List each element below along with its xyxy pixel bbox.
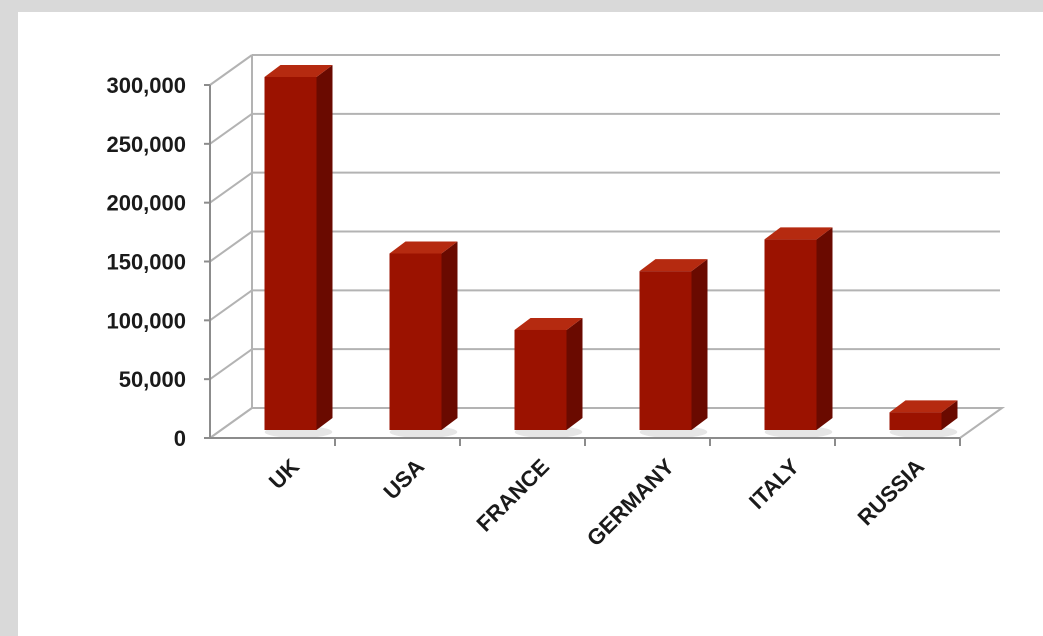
x-tick-label: FRANCE (472, 454, 554, 536)
bar-top (264, 65, 333, 77)
x-tick-label: RUSSIA (853, 454, 930, 531)
y-tick-label: 300,000 (106, 73, 186, 98)
y-tick-label: 200,000 (106, 191, 186, 216)
y-tick-label: 100,000 (106, 308, 186, 333)
bar-front (639, 271, 692, 430)
bar-russia (889, 400, 958, 438)
gridline-depth (209, 54, 253, 86)
grid-layer (209, 54, 1000, 439)
x-tick-label: ITALY (744, 454, 804, 514)
y-tick-label: 150,000 (106, 250, 186, 275)
bar-side (441, 241, 458, 430)
bar-usa (389, 241, 458, 438)
bar-side (316, 65, 333, 430)
bar-side (566, 317, 583, 430)
x-tick-label: USA (379, 454, 430, 505)
bar-front (764, 239, 817, 430)
y-axis: 0 50,000 100,000 150,000 200,000 250,000 300,0… (106, 73, 211, 451)
gridline-depth (209, 230, 253, 263)
y-tick-label: 250,000 (106, 132, 186, 157)
bar-side (816, 227, 833, 430)
bar-top (764, 227, 833, 240)
bar-front (514, 329, 567, 430)
bar-front (389, 253, 442, 430)
gridline-depth (209, 113, 253, 145)
bar-top (639, 259, 708, 272)
x-tick-label: GERMANY (582, 454, 679, 551)
bar-italy (764, 227, 833, 438)
x-tick-label: UK (264, 454, 304, 494)
gridline-depth (209, 171, 253, 204)
bars-layer (264, 65, 958, 438)
bar-top (889, 400, 958, 413)
y-tick-label: 0 (174, 426, 186, 451)
bar-side (691, 259, 708, 430)
bar-top (389, 241, 458, 254)
bar-uk (264, 65, 333, 438)
bar-front (264, 77, 317, 430)
y-tick-label: 50,000 (119, 367, 186, 392)
bar-france (514, 317, 583, 438)
bar-side (941, 400, 958, 430)
gridline-depth (209, 289, 253, 322)
bar-top (514, 317, 583, 330)
x-axis: UK USA FRANCE GERMANY ITALY RUSSIA (210, 437, 961, 551)
bar-germany (639, 259, 708, 438)
gridline-depth (209, 348, 253, 380)
bar-front (889, 412, 942, 430)
